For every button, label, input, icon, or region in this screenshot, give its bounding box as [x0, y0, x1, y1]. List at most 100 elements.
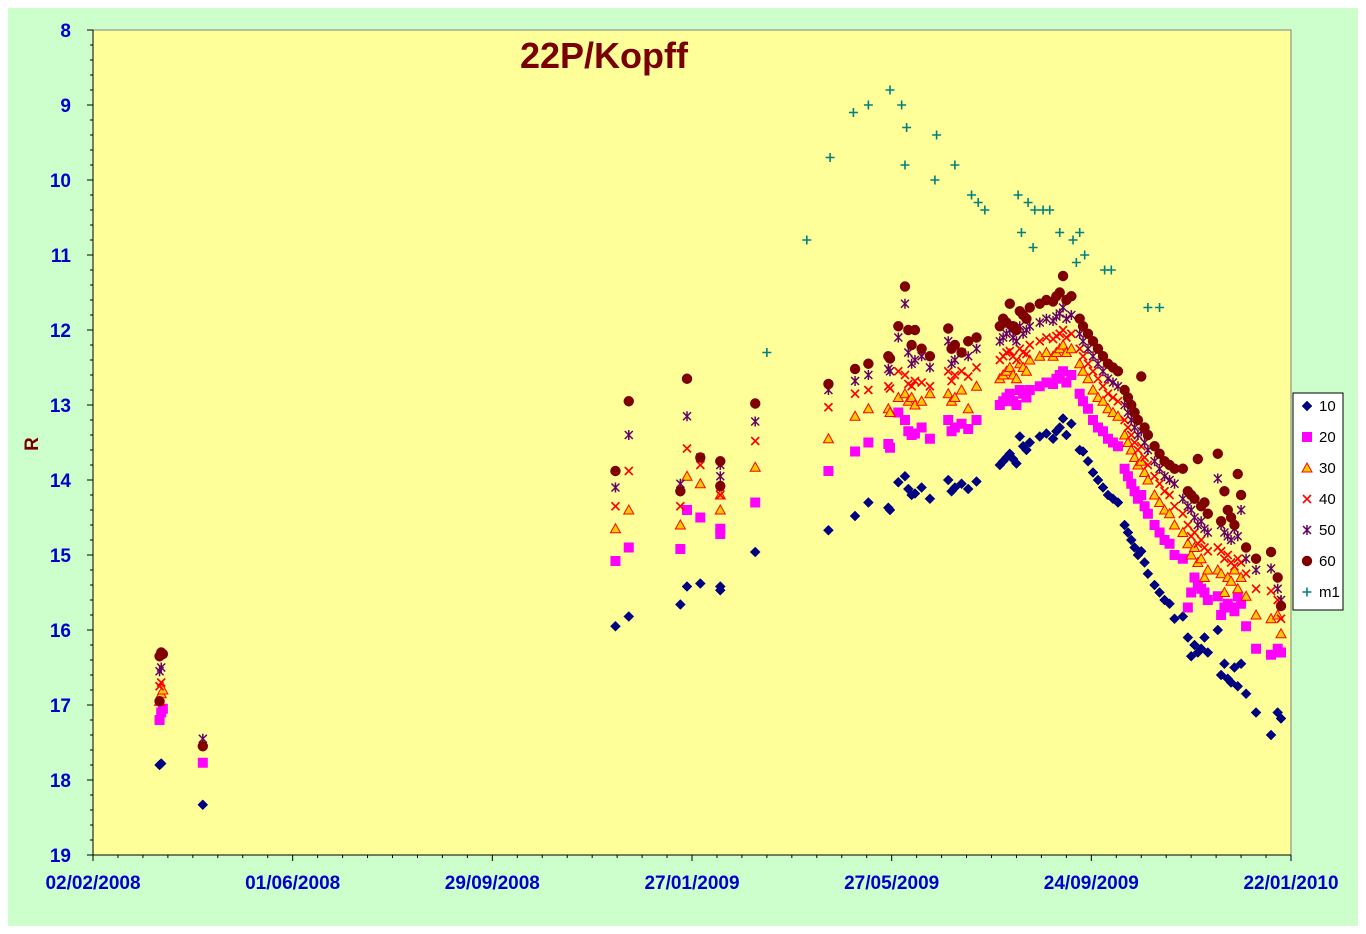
- data-point: [1057, 270, 1069, 282]
- data-point: [971, 415, 982, 425]
- data-point: [1055, 228, 1065, 237]
- data-point: [932, 130, 942, 140]
- data-point: [1177, 553, 1188, 564]
- data-point: [1083, 359, 1093, 369]
- legend-item-40: 40: [1302, 491, 1336, 508]
- data-point: [675, 544, 686, 554]
- data-point: [1073, 357, 1086, 369]
- data-point: [1153, 496, 1166, 507]
- data-point: [1149, 471, 1160, 481]
- x-tick-label: 22/01/2010: [1243, 873, 1338, 894]
- data-point: [681, 373, 693, 384]
- data-point: [1077, 365, 1089, 376]
- y-tick-label: 9: [60, 96, 71, 117]
- data-point: [1030, 205, 1040, 215]
- data-point: [1066, 291, 1077, 302]
- data-point: [1154, 479, 1165, 489]
- data-point: [1112, 497, 1124, 508]
- data-point: [1010, 372, 1023, 384]
- chart-title: 22P/Kopff: [520, 35, 689, 76]
- data-point: [849, 510, 861, 522]
- data-point: [1226, 535, 1236, 545]
- data-point: [899, 470, 911, 482]
- data-point: [893, 407, 904, 418]
- data-point: [1169, 550, 1180, 560]
- data-point: [1143, 460, 1153, 470]
- data-point: [900, 298, 910, 309]
- data-point: [1143, 303, 1153, 312]
- data-point: [963, 371, 973, 382]
- data-point: [1092, 391, 1104, 402]
- data-point: [1250, 608, 1262, 620]
- data-point: [905, 391, 918, 402]
- data-point: [1149, 579, 1160, 591]
- data-point: [863, 100, 873, 110]
- data-point: [762, 348, 772, 357]
- data-point: [1199, 632, 1210, 643]
- data-point: [1265, 546, 1277, 558]
- data-point: [1113, 396, 1123, 406]
- data-point: [610, 556, 621, 566]
- data-point: [967, 190, 977, 200]
- data-point: [925, 381, 935, 391]
- data-point: [1077, 321, 1089, 332]
- data-point: [154, 715, 165, 725]
- data-point: [897, 100, 907, 110]
- data-point: [1129, 542, 1140, 553]
- data-point: [963, 336, 974, 347]
- data-point: [863, 497, 874, 508]
- data-point: [917, 377, 927, 388]
- data-point: [1011, 336, 1021, 347]
- data-point: [1203, 527, 1213, 538]
- y-tick-label: 8: [60, 21, 71, 42]
- data-point: [1199, 497, 1210, 508]
- data-point: [1088, 366, 1098, 376]
- legend: 10 20 30 40 50 60 m1: [1292, 392, 1344, 611]
- data-point: [1229, 606, 1240, 617]
- data-point: [823, 466, 834, 476]
- data-point: [942, 387, 955, 399]
- data-point: [1066, 310, 1076, 320]
- data-point: [848, 108, 858, 117]
- legend-marker: [1302, 587, 1312, 597]
- legend-marker: [1301, 461, 1313, 473]
- data-point: [902, 123, 912, 132]
- y-axis: 8 9 10 11 12 13 14 15 16 17 18 19: [50, 21, 94, 867]
- data-point: [1169, 463, 1180, 474]
- data-point: [1097, 351, 1109, 362]
- data-point: [1082, 455, 1094, 467]
- data-point: [1155, 303, 1165, 312]
- data-point: [1142, 508, 1153, 519]
- data-point: [1241, 569, 1251, 579]
- data-point: [1087, 467, 1099, 478]
- data-point: [1125, 534, 1137, 546]
- data-point: [950, 355, 960, 365]
- data-point: [1169, 478, 1180, 489]
- legend-marker: [1301, 400, 1313, 412]
- legend-label: 50: [1319, 522, 1336, 539]
- data-point: [610, 482, 620, 493]
- legend-label: m1: [1319, 584, 1340, 601]
- data-point: [970, 380, 983, 391]
- legend-marker: [1302, 432, 1312, 442]
- data-points: [153, 85, 1287, 811]
- data-point: [1093, 358, 1103, 369]
- data-point: [715, 529, 726, 539]
- data-point: [1112, 441, 1123, 452]
- data-point: [1225, 575, 1237, 586]
- data-point: [1011, 355, 1022, 365]
- data-point: [715, 480, 726, 492]
- data-point: [1122, 436, 1134, 447]
- legend-item-10: 10: [1301, 398, 1336, 415]
- data-point: [825, 153, 835, 162]
- data-point: [1092, 343, 1104, 354]
- data-point: [1265, 729, 1277, 741]
- data-point: [1023, 198, 1033, 207]
- data-point: [1155, 463, 1165, 474]
- y-axis-title: R: [22, 437, 43, 451]
- data-point: [1041, 313, 1051, 324]
- data-point: [1250, 707, 1262, 718]
- data-point: [1024, 385, 1035, 395]
- data-point: [1231, 582, 1244, 594]
- legend-item-m1: m1: [1302, 584, 1340, 601]
